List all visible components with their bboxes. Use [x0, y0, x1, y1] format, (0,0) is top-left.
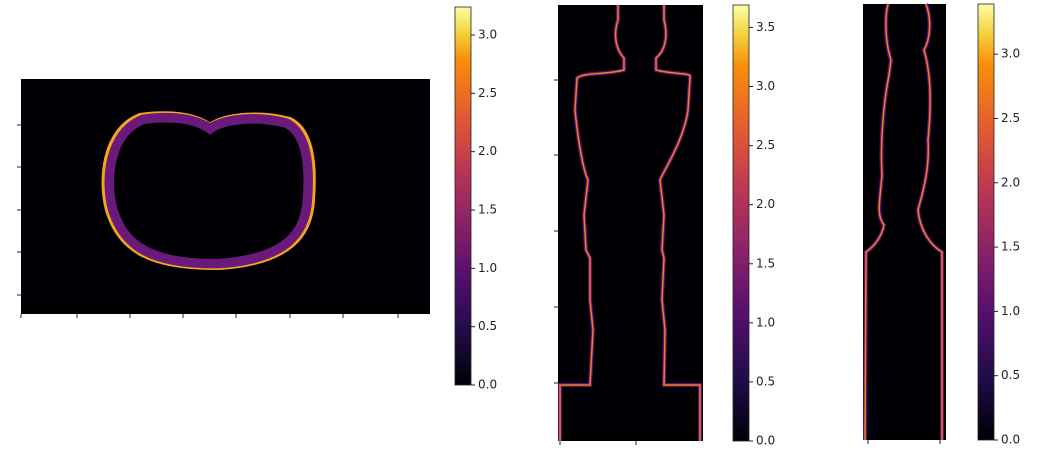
page: 0.0 0.5 1.0 1.5 2.0 2.5 3.0 0.0 0.5 1.0 1.5 2.0 2.5 3… — [0, 0, 1058, 454]
colorbar-tick-label: 0.0 — [478, 378, 497, 392]
colorbar-tick-label: 0.0 — [1001, 433, 1020, 447]
colorbar-tick-label: 1.5 — [478, 203, 497, 217]
colorbar-tick-label: 3.0 — [478, 28, 497, 42]
colorbar-tick-label: 2.5 — [756, 138, 775, 152]
colorbar-tick-label: 1.0 — [1001, 304, 1020, 318]
image-area — [863, 4, 946, 440]
colorbar-tick-label: 3.5 — [756, 20, 775, 34]
colorbar-tick-label: 1.0 — [478, 261, 497, 275]
colorbar-tick-label: 2.0 — [478, 144, 497, 158]
figure: 0.0 0.5 1.0 1.5 2.0 2.5 3.0 0.0 0.5 1.0 1.5 2.0 2.5 3… — [0, 0, 1058, 454]
colorbar-tick-label: 2.5 — [478, 86, 497, 100]
colorbar-tick-label: 2.0 — [1001, 175, 1020, 189]
colorbar-tick-label: 0.5 — [1001, 368, 1020, 382]
colorbar-tick-label: 0.0 — [756, 434, 775, 448]
colorbar-tick-label: 2.5 — [1001, 111, 1020, 125]
colorbar-tick-label: 1.5 — [1001, 240, 1020, 254]
image-area — [558, 5, 703, 441]
colorbar-tick-label: 3.0 — [1001, 47, 1020, 61]
colorbar — [978, 4, 994, 440]
colorbar-tick-label: 1.0 — [756, 315, 775, 329]
colorbar-tick-label: 0.5 — [756, 374, 775, 388]
edge-inner — [109, 118, 308, 264]
colorbar — [733, 5, 749, 441]
colorbar-tick-label: 3.0 — [756, 79, 775, 93]
colorbar-tick-label: 1.5 — [756, 256, 775, 270]
colorbar-tick-label: 0.5 — [478, 319, 497, 333]
colorbar — [455, 7, 471, 385]
colorbar-tick-label: 2.0 — [756, 197, 775, 211]
